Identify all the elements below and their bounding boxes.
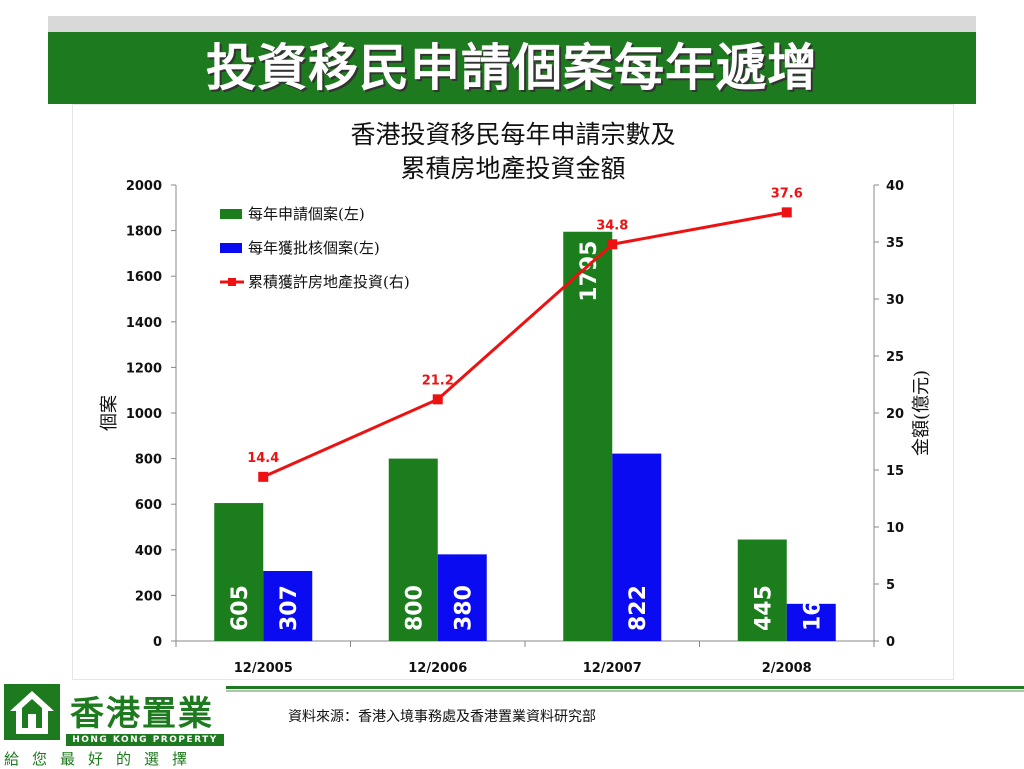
- bar-applications: [214, 503, 264, 641]
- chart-container: 香港投資移民每年申請宗數及 累積房地產投資金額 0 200 400 600 800 1000 1…: [72, 104, 954, 680]
- y-axis-title-right: 金額(億元): [911, 370, 932, 456]
- data-label-approved: 163: [800, 585, 825, 631]
- y-tick-label-left: 2000: [126, 179, 162, 194]
- data-label-applications: 445: [751, 585, 776, 631]
- y-tick-label-right: 10: [886, 521, 904, 536]
- line-point-investment: [432, 394, 443, 405]
- line-point-investment: [781, 207, 792, 218]
- data-label-applications: 800: [402, 585, 427, 631]
- y-tick-label-left: 1400: [126, 316, 162, 331]
- data-label-investment: 21.2: [422, 373, 454, 388]
- legend-marker-investment: [228, 278, 236, 286]
- source-note: 資料來源：香港入境事務處及香港置業資料研究部: [288, 709, 596, 725]
- x-tick-label: 12/2006: [408, 661, 467, 676]
- y-tick-label-right: 20: [886, 407, 904, 422]
- y-tick-label-left: 600: [135, 498, 162, 513]
- y-tick-label-right: 35: [886, 236, 904, 251]
- y-tick-label-right: 15: [886, 464, 904, 479]
- legend-swatch-applications: [220, 209, 242, 219]
- company-logo: 香港置業 HONG KONG PROPERTY 給您最好的選擇: [0, 684, 230, 768]
- house-icon: [4, 684, 60, 740]
- y-tick-label-right: 30: [886, 293, 904, 308]
- bar-approved: [786, 603, 836, 641]
- chart-svg: 香港投資移民每年申請宗數及累積房地產投資金額020040060080010001…: [99, 120, 932, 676]
- y-tick-label-right: 25: [886, 350, 904, 365]
- bar-applications: [737, 539, 787, 641]
- line-point-investment: [258, 471, 269, 482]
- logo-name-cn: 香港置業: [70, 694, 214, 734]
- legend-label-applications: 每年申請個案(左): [248, 205, 365, 223]
- data-label-applications: 605: [228, 585, 253, 631]
- line-point-investment: [607, 239, 618, 250]
- legend-label-investment: 累積獲許房地產投資(右): [248, 273, 410, 291]
- data-label-approved: 380: [451, 585, 476, 631]
- bar-approved: [263, 571, 313, 641]
- x-tick-label: 12/2005: [234, 661, 293, 676]
- x-tick-label: 2/2008: [762, 661, 812, 676]
- y-tick-label-left: 1800: [126, 225, 162, 240]
- line-investment: [262, 210, 788, 479]
- data-label-approved: 307: [277, 585, 302, 631]
- logo-name-en: HONG KONG PROPERTY: [66, 734, 224, 746]
- legend-swatch-approved: [220, 243, 242, 253]
- chart-title-line: 香港投資移民每年申請宗數及: [350, 120, 675, 149]
- y-tick-label-left: 1600: [126, 270, 162, 285]
- x-tick-label: 12/2007: [583, 661, 642, 676]
- data-label-approved: 822: [626, 585, 651, 631]
- y-tick-label-left: 0: [153, 635, 162, 650]
- y-tick-label-left: 1000: [126, 407, 162, 422]
- data-label-investment: 14.4: [247, 451, 279, 466]
- top-strip: [48, 16, 976, 32]
- bar-applications: [388, 458, 438, 641]
- chart-title-line: 累積房地產投資金額: [400, 154, 625, 183]
- y-tick-label-left: 800: [135, 453, 162, 468]
- footer-rule-light: [226, 690, 1024, 692]
- footer-rule: [226, 686, 1024, 689]
- slide-title: 投資移民申請個案每年遞增: [206, 39, 818, 97]
- title-bar: 投資移民申請個案每年遞增: [48, 32, 976, 104]
- y-tick-label-left: 1200: [126, 361, 162, 376]
- legend-label-approved: 每年獲批核個案(左): [248, 239, 380, 257]
- logo-slogan: 給您最好的選擇: [4, 750, 201, 768]
- bar-applications: [563, 231, 613, 641]
- y-tick-label-right: 0: [886, 635, 895, 650]
- data-label-investment: 37.6: [771, 186, 803, 201]
- data-label-investment: 34.8: [596, 218, 628, 233]
- y-tick-label-right: 40: [886, 179, 904, 194]
- bar-approved: [437, 554, 487, 641]
- y-tick-label-left: 200: [135, 589, 162, 604]
- y-tick-label-left: 400: [135, 544, 162, 559]
- bar-approved: [612, 453, 662, 641]
- y-tick-label-right: 5: [886, 578, 895, 593]
- y-axis-title-left: 個案: [99, 395, 120, 431]
